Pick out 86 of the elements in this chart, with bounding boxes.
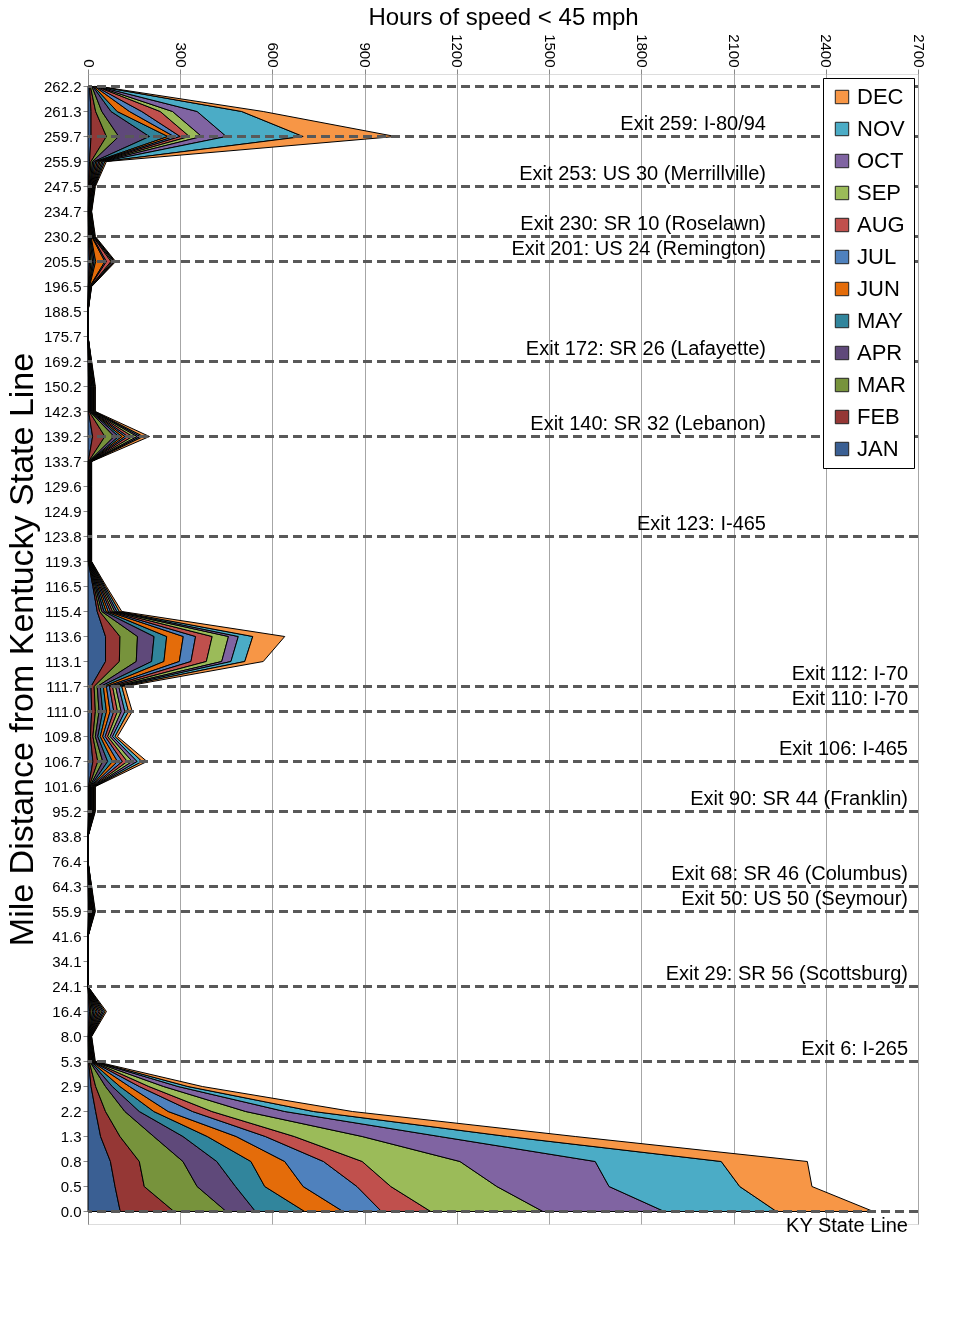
y-tick-label: 116.5: [45, 577, 82, 595]
y-tick-label: 247.5: [43, 177, 82, 195]
legend-label: APR: [857, 340, 903, 365]
y-tick-label: 175.7: [43, 327, 82, 345]
y-tick-label: 1.3: [60, 1127, 82, 1145]
legend-label: MAY: [857, 308, 904, 333]
y-tick-label: 230.2: [43, 227, 82, 245]
x-tick-label: 600: [264, 42, 282, 68]
y-axis-title: Mile Distance from Kentucky State Line: [1, 352, 40, 947]
y-tick-label: 205.5: [43, 252, 82, 270]
ref-line-label: Exit 29: SR 56 (Scottsburg): [665, 961, 908, 984]
y-tick-label: 8.0: [60, 1027, 82, 1045]
x-axis-title: Hours of speed < 45 mph: [368, 3, 639, 31]
ref-line-label: Exit 230: SR 10 (Roselawn): [520, 211, 766, 234]
y-tick-label: 0.5: [60, 1177, 82, 1195]
y-tick-label: 119.3: [45, 552, 82, 570]
x-tick-label: 2100: [726, 34, 744, 68]
y-tick-label: 139.2: [43, 427, 82, 445]
y-tick-label: 255.9: [43, 152, 82, 170]
x-tick-label: 2700: [910, 34, 928, 68]
y-tick-label: 41.6: [52, 927, 82, 945]
y-tick-label: 2.9: [60, 1077, 82, 1095]
ref-line-label: Exit 50: US 50 (Seymour): [681, 886, 908, 909]
x-tick-label: 1500: [541, 34, 559, 68]
ref-line-label: Exit 201: US 24 (Remington): [511, 236, 766, 259]
legend-label: DEC: [857, 84, 904, 109]
y-tick-label: 129.6: [43, 477, 82, 495]
x-tick-label: 900: [357, 42, 375, 68]
y-tick-label: 101.6: [43, 777, 82, 795]
y-tick-label: 133.7: [43, 452, 82, 470]
y-tick-label: 111.0: [46, 702, 82, 720]
legend-label: AUG: [857, 212, 905, 237]
y-tick-label: 261.3: [43, 102, 82, 120]
y-tick-label: 64.3: [52, 877, 82, 895]
legend-label: OCT: [857, 148, 904, 173]
y-tick-label: 113.1: [45, 652, 82, 670]
y-tick-label: 55.9: [52, 902, 82, 920]
ref-line-label: Exit 110: I-70: [791, 686, 908, 709]
y-tick-label: 2.2: [60, 1102, 82, 1120]
legend-label: NOV: [857, 116, 905, 141]
y-tick-label: 150.2: [43, 377, 82, 395]
y-tick-label: 5.3: [60, 1052, 82, 1070]
y-tick-label: 123.8: [43, 527, 82, 545]
ref-line-label: Exit 106: I-465: [779, 736, 908, 759]
y-tick-label: 34.1: [52, 952, 82, 970]
legend-label: SEP: [857, 180, 902, 205]
ref-line-label: Exit 90: SR 44 (Franklin): [690, 786, 908, 809]
legend-label: FEB: [857, 404, 900, 429]
y-tick-label: 234.7: [43, 202, 82, 220]
y-tick-label: 111.7: [46, 677, 82, 695]
y-tick-label: 0.8: [60, 1152, 82, 1170]
y-tick-label: 113.6: [45, 627, 82, 645]
ref-line-label: Exit 172: SR 26 (Lafayette): [525, 336, 766, 359]
ref-line-label: Exit 6: I-265: [801, 1036, 908, 1059]
x-tick-label: 0: [80, 59, 98, 68]
x-tick-label: 1200: [449, 34, 467, 68]
y-tick-label: 115.4: [45, 602, 82, 620]
y-tick-label: 259.7: [43, 127, 82, 145]
y-tick-label: 24.1: [52, 977, 82, 995]
ref-line-label: Exit 259: I-80/94: [620, 111, 766, 134]
legend-label: MAR: [857, 372, 906, 397]
y-tick-label: 142.3: [43, 402, 82, 420]
y-tick-label: 124.9: [43, 502, 82, 520]
y-tick-label: 196.5: [43, 277, 82, 295]
x-tick-label: 2400: [818, 34, 836, 68]
ref-line-label: Exit 253: US 30 (Merrillville): [519, 161, 766, 184]
ref-line-label: Exit 112: I-70: [791, 661, 908, 684]
x-tick-label: 1800: [633, 34, 651, 68]
legend-label: JAN: [857, 436, 899, 461]
y-tick-label: 169.2: [43, 352, 82, 370]
x-tick-label: 300: [172, 42, 190, 68]
y-tick-label: 76.4: [52, 852, 82, 870]
ref-line-label: KY State Line: [786, 1213, 908, 1236]
y-tick-label: 106.7: [43, 752, 82, 770]
legend-label: JUN: [857, 276, 900, 301]
legend-label: JUL: [857, 244, 897, 269]
y-tick-label: 83.8: [52, 827, 82, 845]
y-tick-label: 0.0: [60, 1202, 82, 1220]
ref-line-label: Exit 140: SR 32 (Lebanon): [530, 411, 766, 434]
y-tick-label: 16.4: [52, 1002, 82, 1020]
y-tick-label: 188.5: [43, 302, 82, 320]
ref-line-label: Exit 123: I-465: [637, 511, 766, 534]
y-tick-label: 95.2: [52, 802, 82, 820]
y-tick-label: 109.8: [43, 727, 82, 745]
y-tick-label: 262.2: [43, 77, 82, 95]
ref-line-label: Exit 68: SR 46 (Columbus): [671, 861, 908, 884]
